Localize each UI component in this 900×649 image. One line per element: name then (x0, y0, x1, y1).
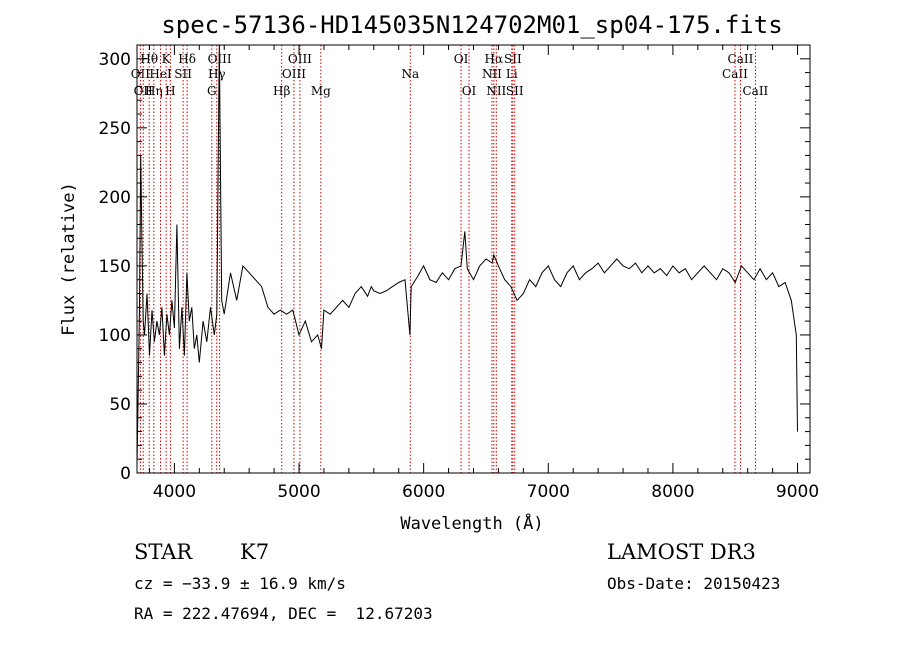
marker-label: OI (462, 84, 477, 98)
x-axis-label: Wavelength (Å) (400, 512, 543, 534)
marker-label: NII (482, 67, 502, 81)
marker-label: OI (454, 52, 469, 66)
y-tick-label: 300 (99, 50, 131, 70)
spectrum-line (136, 44, 798, 467)
y-tick-label: 200 (99, 188, 131, 208)
marker-label: H (165, 84, 175, 98)
y-tick-label: 250 (99, 119, 131, 139)
marker-label: Mg (311, 84, 331, 98)
marker-label: OII (134, 84, 154, 98)
marker-label: NII (486, 84, 506, 98)
marker-label: G (207, 84, 217, 98)
y-tick-label: 50 (109, 395, 131, 415)
x-tick-label: 8000 (651, 482, 694, 502)
marker-label: Hγ (208, 67, 226, 81)
marker-label: Hη (145, 84, 163, 98)
marker-label: CaII (728, 52, 754, 66)
x-tick-label: 6000 (402, 482, 445, 502)
marker-label: Na (401, 67, 419, 81)
y-tick-label: 150 (99, 257, 131, 277)
marker-label: Hβ (273, 84, 290, 98)
marker-label: Hδ (178, 52, 196, 66)
x-tick-label: 9000 (776, 482, 819, 502)
marker-label: CaII (742, 84, 768, 98)
marker-label: OIII (288, 52, 312, 66)
survey-name: LAMOST DR3 (607, 540, 756, 564)
y-tick-label: 100 (99, 326, 131, 346)
x-tick-label: 5000 (277, 482, 320, 502)
marker-label: OIII (282, 67, 306, 81)
marker-label: Hα (485, 52, 504, 66)
marker-label: CaII (722, 67, 748, 81)
marker-label: OII (131, 67, 151, 81)
marker-label: SII (504, 52, 522, 66)
coordinates: RA = 222.47694, DEC = 12.67203 (134, 604, 433, 623)
y-tick-label: 0 (120, 464, 131, 484)
axis-ticks: 4000 5000 6000 7000 8000 9000 0 50 100 150 200 250 3… (99, 44, 819, 502)
marker-label: SII (506, 84, 524, 98)
spectral-line-markers: OIIOIIHθHηHeIKHSIIHδGHγOIIIHβOIIIOIIIMgN… (131, 45, 769, 473)
redshift-cz: cz = −33.9 ± 16.9 km/s (134, 574, 346, 593)
marker-label: K (162, 52, 172, 66)
object-subclass: K7 (240, 540, 269, 564)
x-tick-label: 4000 (153, 482, 196, 502)
marker-label: SII (174, 67, 192, 81)
obs-date: Obs-Date: 20150423 (607, 574, 780, 593)
x-tick-label: 7000 (527, 482, 570, 502)
marker-label: Li (506, 67, 518, 81)
object-class: STAR (134, 540, 193, 564)
marker-label: HeI (149, 67, 172, 81)
chart-title: spec-57136-HD145035N124702M01_sp04-175.f… (161, 11, 782, 39)
plot-frame (136, 44, 811, 474)
y-axis-label: Flux (relative) (59, 182, 79, 336)
